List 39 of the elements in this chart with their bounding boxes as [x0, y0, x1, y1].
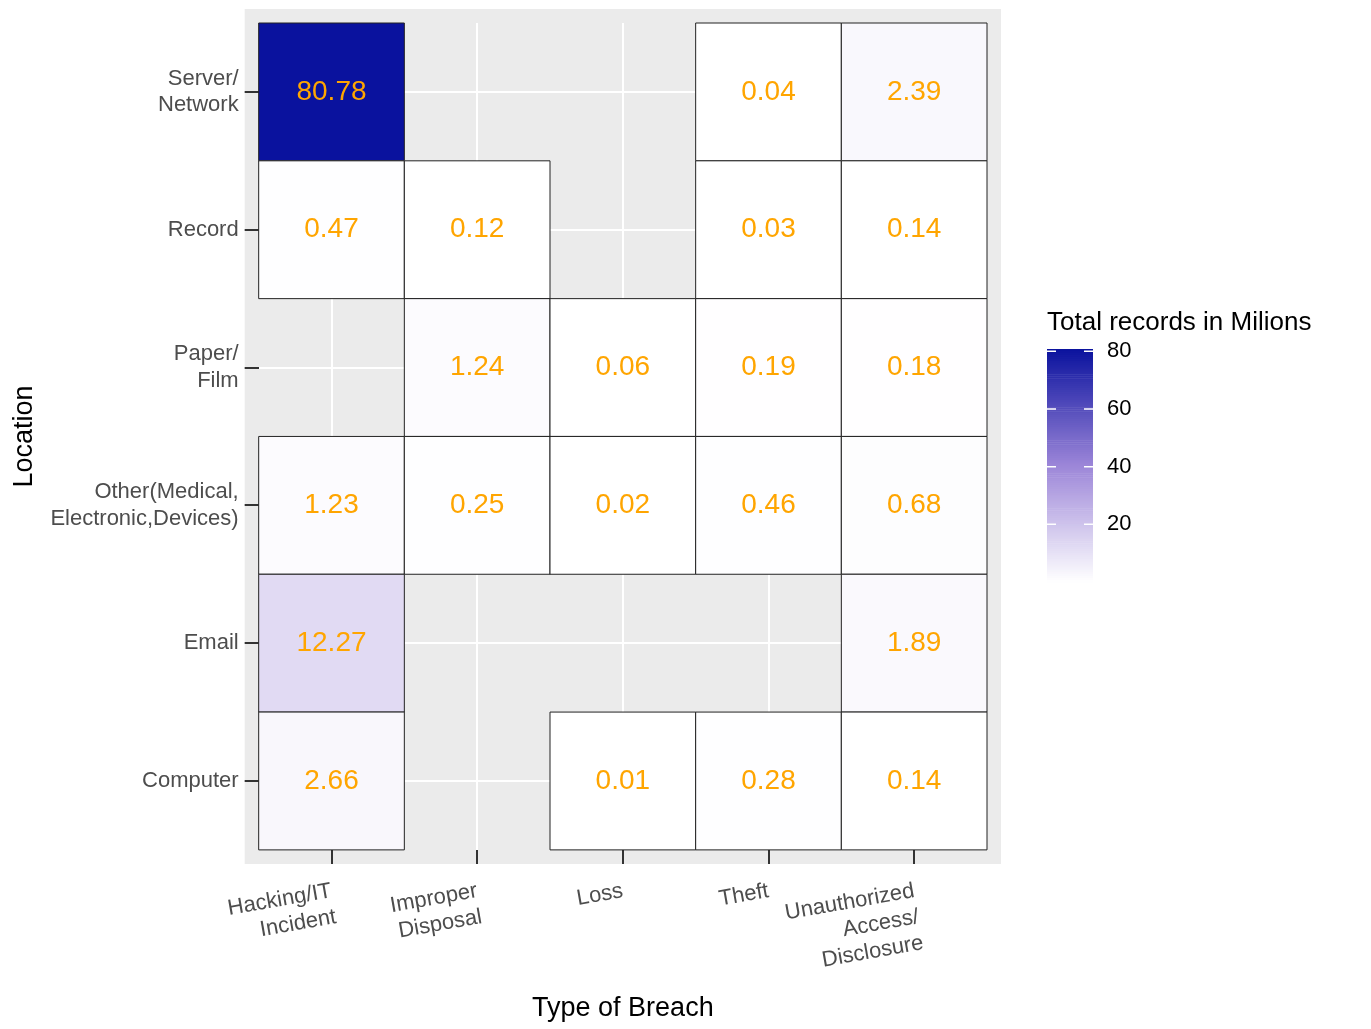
data-label: 1.23 — [304, 488, 359, 520]
color-bar-label: 80 — [1107, 337, 1132, 363]
data-label: 0.25 — [449, 488, 505, 520]
data-label: 12.27 — [296, 625, 367, 657]
data-label: 0.06 — [595, 350, 651, 382]
color-bar-label: 40 — [1107, 452, 1132, 478]
y-tick-label: Record — [167, 215, 239, 241]
data-label: 0.18 — [886, 350, 942, 382]
x-tick-label: Improper Disposal — [388, 877, 484, 943]
data-label: 0.12 — [449, 212, 505, 244]
y-tick-label: Paper/ Film — [173, 340, 240, 392]
data-label: 2.66 — [304, 763, 359, 795]
data-label: 1.89 — [886, 625, 942, 657]
y-tick-label: Other(Medical, Electronic,Devices) — [50, 478, 239, 530]
x-axis-title: Type of Breach — [532, 992, 714, 1023]
data-label: 0.28 — [741, 763, 796, 795]
legend-title: Total records in Milions — [1047, 306, 1312, 336]
y-tick-label: Email — [183, 629, 239, 655]
data-label: 0.46 — [741, 488, 796, 520]
data-label: 0.03 — [741, 212, 796, 244]
data-label: 0.14 — [886, 212, 942, 244]
data-label: 1.24 — [449, 350, 505, 382]
data-label: 2.39 — [886, 74, 942, 106]
data-label: 0.01 — [595, 763, 651, 795]
color-bar-label: 60 — [1107, 395, 1132, 421]
data-label: 0.19 — [741, 350, 796, 382]
data-label: 0.68 — [886, 488, 942, 520]
y-tick-label: Computer — [142, 767, 239, 793]
y-axis-title: Location — [7, 385, 38, 488]
data-label: 80.78 — [296, 74, 367, 106]
data-label: 0.04 — [741, 74, 796, 106]
color-bar-label: 20 — [1107, 510, 1132, 536]
data-label: 0.02 — [595, 488, 651, 520]
y-tick-label: Server/ Network — [157, 64, 240, 117]
data-label: 0.14 — [886, 763, 942, 795]
x-tick-label: Loss — [574, 877, 625, 910]
x-tick-label: Hacking/IT Incident — [225, 877, 339, 942]
x-tick-label: Theft — [716, 877, 771, 911]
data-label: 0.47 — [304, 212, 359, 244]
